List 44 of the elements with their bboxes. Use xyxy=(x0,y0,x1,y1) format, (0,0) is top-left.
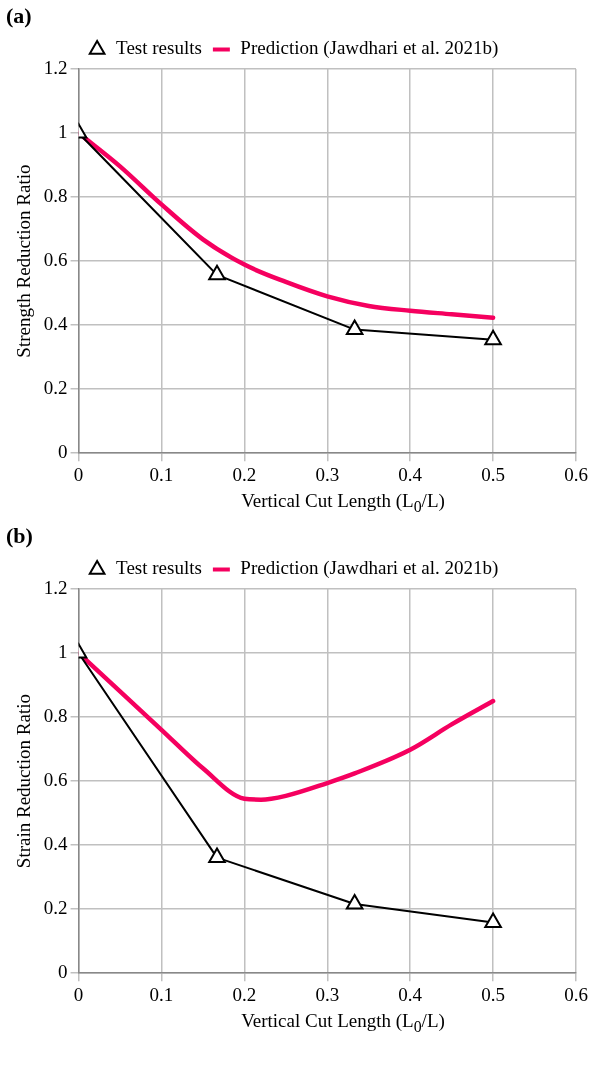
y-tick-label: 1.2 xyxy=(43,56,68,78)
y-tick-label: 1 xyxy=(58,121,68,143)
x-tick-label: 0.6 xyxy=(564,983,588,1005)
y-axis-title: Strain Reduction Ratio xyxy=(13,694,35,869)
y-tick-label: 0.4 xyxy=(43,833,69,855)
point xyxy=(345,319,364,336)
y-tick-label: 1 xyxy=(58,641,68,663)
y-tick-label: 0.8 xyxy=(43,705,68,727)
y-axis-title: Strength Reduction Ratio xyxy=(13,164,35,358)
text: (b) xyxy=(6,522,33,548)
x-tick-label: 0.1 xyxy=(149,983,174,1005)
y-tick-label: 1.2 xyxy=(43,576,68,598)
y-tick-label: 0.4 xyxy=(43,313,69,335)
legend-label: Test results xyxy=(116,37,202,59)
x-tick-label: 0.4 xyxy=(398,983,423,1005)
x-axis-title: Vertical Cut Length (L$_{0}$/L) xyxy=(240,490,446,517)
point xyxy=(208,264,226,281)
x-axis-title: Vertical Cut Length (L$_{0}$/L) xyxy=(240,1010,446,1037)
x-tick-label: 0 xyxy=(73,463,84,485)
legend-label: Prediction (Jawdhari et al. 2021b) xyxy=(240,557,499,580)
x-tick-label: 0.1 xyxy=(149,463,174,485)
x-tick-label: 0.5 xyxy=(481,983,505,1005)
y-tick-label: 0 xyxy=(58,441,68,463)
point xyxy=(345,894,364,910)
x-tick-label: 0.6 xyxy=(564,463,588,485)
legend-label: Test results xyxy=(116,557,202,579)
x-tick-label: 0.2 xyxy=(232,983,257,1005)
y-tick-label: 0 xyxy=(58,961,68,983)
y-tick-label: 0.2 xyxy=(43,897,68,919)
y-tick-label: 0.6 xyxy=(43,249,68,271)
y-tick-label: 0.6 xyxy=(43,769,68,791)
x-tick-label: 0.4 xyxy=(398,463,423,485)
y-tick-label: 0.2 xyxy=(43,377,68,399)
x-tick-label: 0.5 xyxy=(481,463,505,485)
legend-label: Prediction (Jawdhari et al. 2021b) xyxy=(240,37,499,60)
y-tick-label: 0.8 xyxy=(43,185,68,207)
x-tick-label: 0 xyxy=(73,983,84,1005)
point xyxy=(484,329,502,346)
point xyxy=(484,912,502,929)
x-tick-label: 0.3 xyxy=(315,983,340,1005)
x-tick-label: 0.3 xyxy=(315,463,340,485)
point xyxy=(208,847,226,864)
x-tick-label: 0.2 xyxy=(232,463,257,485)
text: (a) xyxy=(6,2,32,28)
